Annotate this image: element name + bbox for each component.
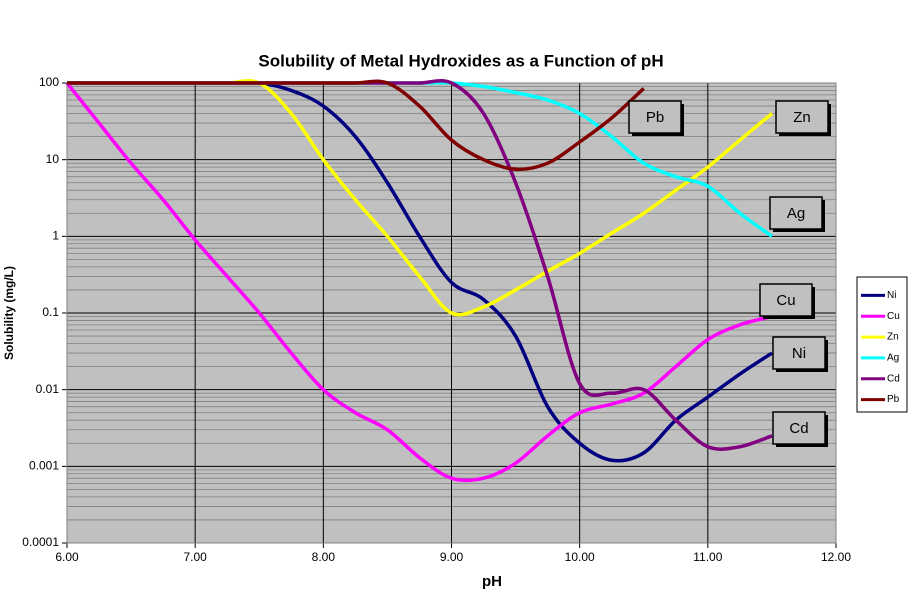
legend-label: Zn <box>887 332 899 343</box>
annotation-box <box>772 411 826 445</box>
y-tick-label: 0.001 <box>29 459 59 473</box>
x-tick-label: 6.00 <box>55 550 79 564</box>
annotation-label: Ag <box>787 205 805 222</box>
annotation-label: Cu <box>776 292 795 309</box>
y-tick-label: 100 <box>39 75 59 89</box>
x-tick-label: 10.00 <box>565 550 595 564</box>
x-tick-label: 11.00 <box>693 550 722 564</box>
y-tick-label: 0.1 <box>42 305 59 319</box>
legend-label: Pb <box>887 394 900 405</box>
annotation-box <box>775 100 829 134</box>
x-axis-label: pH <box>482 573 502 590</box>
y-tick-label: 0.01 <box>36 382 60 396</box>
legend-label: Cu <box>887 311 900 322</box>
annotation-box <box>628 100 682 134</box>
annotation-box <box>769 196 823 230</box>
line-series <box>67 79 645 172</box>
annotation-label: Pb <box>646 109 664 126</box>
chart-title: Solubility of Metal Hydroxides as a Func… <box>258 51 663 70</box>
line-series <box>65 81 773 483</box>
legend-label: Cd <box>887 373 900 384</box>
annotation-label: Cd <box>789 420 808 437</box>
y-axis-label: Solubility (mg/L) <box>2 266 16 360</box>
annotation-box <box>759 283 813 317</box>
x-tick-label: 8.00 <box>312 550 336 564</box>
x-tick-label: 7.00 <box>183 550 207 564</box>
y-tick-label: 0.0001 <box>22 535 59 549</box>
y-tick-label: 10 <box>46 152 60 166</box>
annotation-label: Zn <box>793 109 811 126</box>
legend-label: Ag <box>887 353 899 364</box>
annotation-box <box>772 336 826 370</box>
x-tick-label: 12.00 <box>821 550 851 564</box>
legend-box <box>856 276 908 413</box>
legend-label: Ni <box>887 290 896 301</box>
x-tick-label: 9.00 <box>440 550 464 564</box>
y-tick-label: 1 <box>52 229 59 243</box>
annotation-label: Ni <box>792 345 806 362</box>
